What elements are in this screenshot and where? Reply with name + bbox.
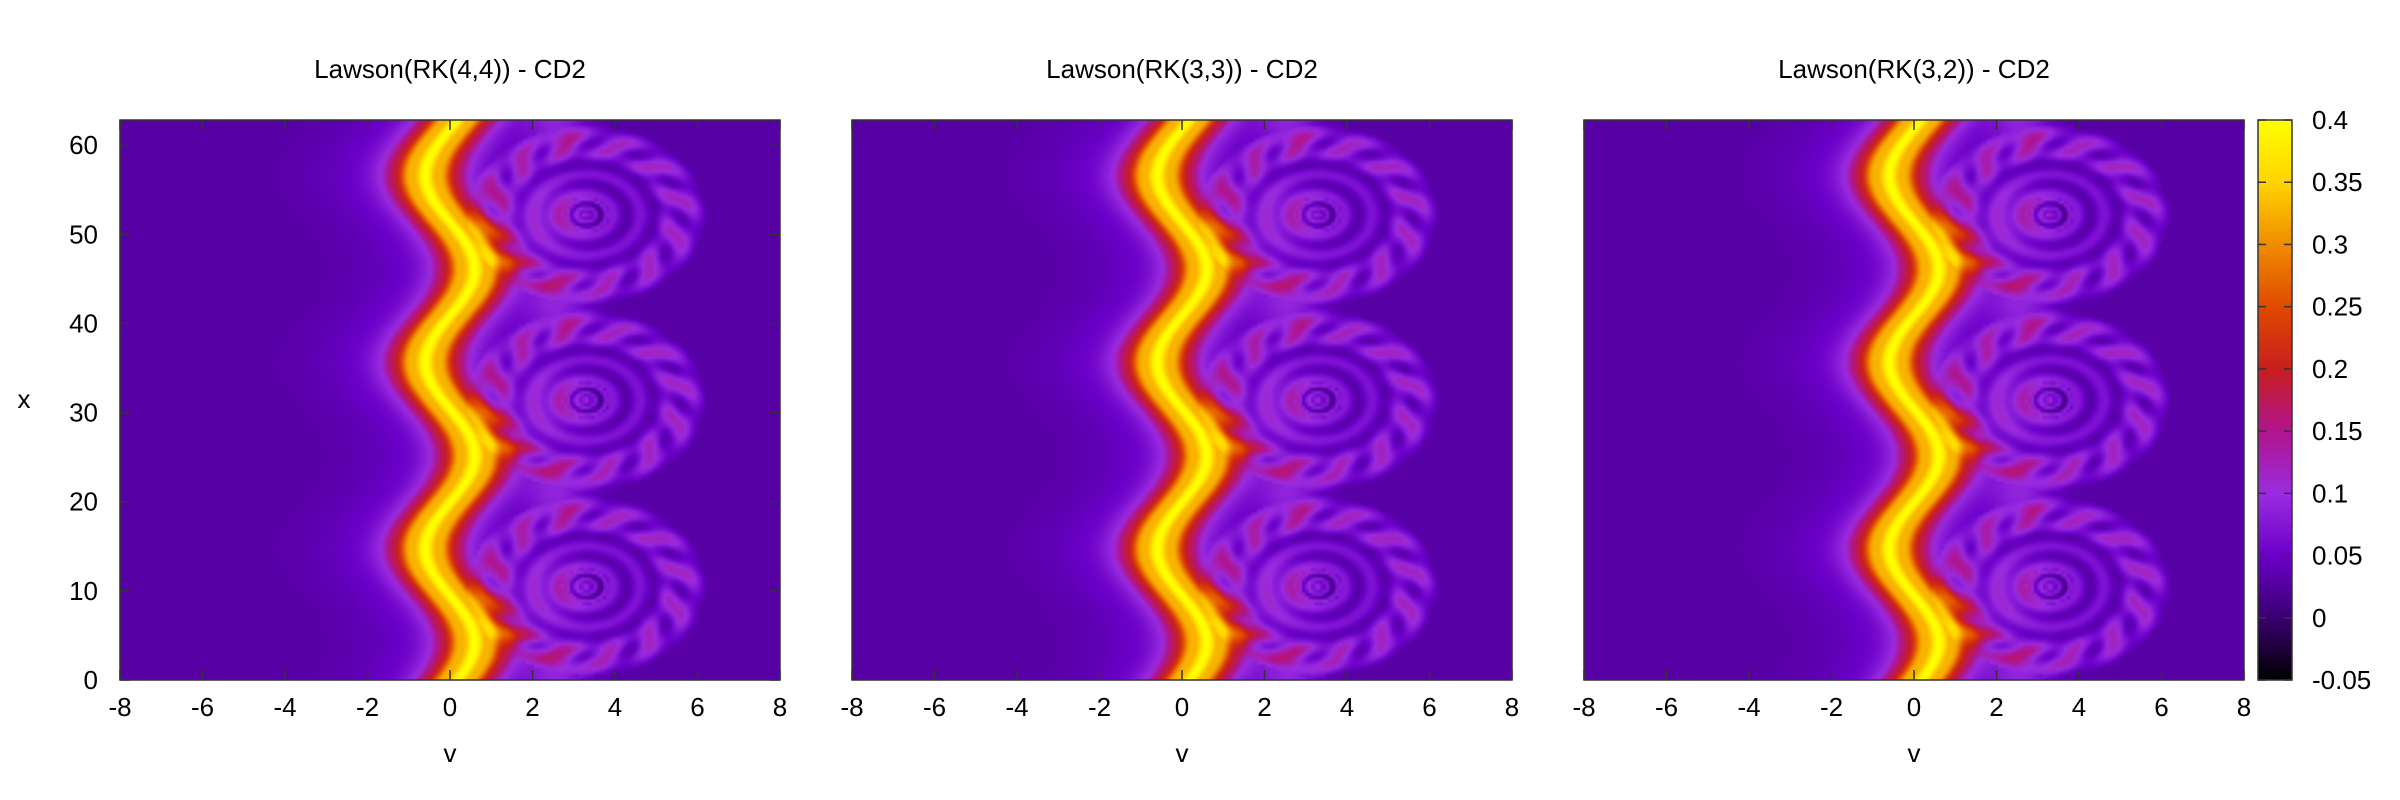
x-tick-label: 4 [1340,692,1354,722]
colorbar: -0.05 0 0.05 0.1 0.15 0.2 0.25 0.3 0.35 0.4 [2257,105,2371,695]
panel-3: Lawson(RK(3,2)) - CD2 -8 -6 -4 -2 0 2 4 6 8 v [1572,54,2251,768]
x-tick-label: -4 [273,692,296,722]
y-tick-label: 60 [69,130,98,160]
colorbar-tick-label: -0.05 [2312,665,2371,695]
panel-1: Lawson(RK(4,4)) - CD2 -8 -6 -4 -2 0 2 4 6 8 0 10 20 3… [18,54,788,768]
x-tick-label: -8 [108,692,131,722]
x-tick-label: 8 [1505,692,1519,722]
colorbar-tick-label: 0.35 [2312,167,2363,197]
x-tick-label: 8 [2237,692,2251,722]
heatmap-image [1584,120,2244,680]
colorbar-tick-label: 0.15 [2312,416,2363,446]
x-tick-label: 0 [1175,692,1189,722]
y-tick-label: 50 [69,219,98,249]
x-tick-label: 2 [525,692,539,722]
x-tick-label: 8 [773,692,787,722]
y-tick-label: 20 [69,487,98,517]
colorbar-tick-label: 0 [2312,603,2326,633]
x-axis-label: v [1908,738,1921,768]
colorbar-gradient [2257,119,2293,681]
x-tick-label: -2 [1088,692,1111,722]
x-tick-label: -8 [840,692,863,722]
colorbar-tick-label: 0.4 [2312,105,2348,135]
y-tick-label: 0 [84,665,98,695]
x-tick-label: -4 [1737,692,1760,722]
x-tick-label: -2 [1820,692,1843,722]
heatmap-image [120,120,780,680]
panel-title: Lawson(RK(3,3)) - CD2 [1046,54,1318,84]
x-tick-label: -6 [191,692,214,722]
y-tick-label: 40 [69,308,98,338]
x-tick-label: -6 [1655,692,1678,722]
y-axis-label: x [18,384,31,414]
heatmap-image [852,120,1512,680]
y-tick-label: 10 [69,576,98,606]
colorbar-tick-label: 0.05 [2312,541,2363,571]
x-tick-label: -4 [1005,692,1028,722]
x-axis-label: v [444,738,457,768]
colorbar-tick-label: 0.1 [2312,478,2348,508]
x-tick-label: -6 [923,692,946,722]
x-tick-label: 0 [1907,692,1921,722]
x-tick-label: 0 [443,692,457,722]
x-tick-label: 2 [1257,692,1271,722]
x-tick-label: 4 [2072,692,2086,722]
x-axis-label: v [1176,738,1189,768]
colorbar-tick-label: 0.25 [2312,292,2363,322]
y-tick-label: 30 [69,398,98,428]
x-tick-label: 4 [608,692,622,722]
x-tick-label: 6 [690,692,704,722]
colorbar-tick-label: 0.3 [2312,229,2348,259]
colorbar-tick-label: 0.2 [2312,354,2348,384]
x-tick-label: 6 [2154,692,2168,722]
x-tick-label: 2 [1989,692,2003,722]
x-tick-label: 6 [1422,692,1436,722]
panel-title: Lawson(RK(4,4)) - CD2 [314,54,586,84]
x-tick-label: -8 [1572,692,1595,722]
x-tick-label: -2 [356,692,379,722]
panel-title: Lawson(RK(3,2)) - CD2 [1778,54,2050,84]
panel-2: Lawson(RK(3,3)) - CD2 -8 -6 -4 -2 0 2 4 6 8 v [840,54,1519,768]
